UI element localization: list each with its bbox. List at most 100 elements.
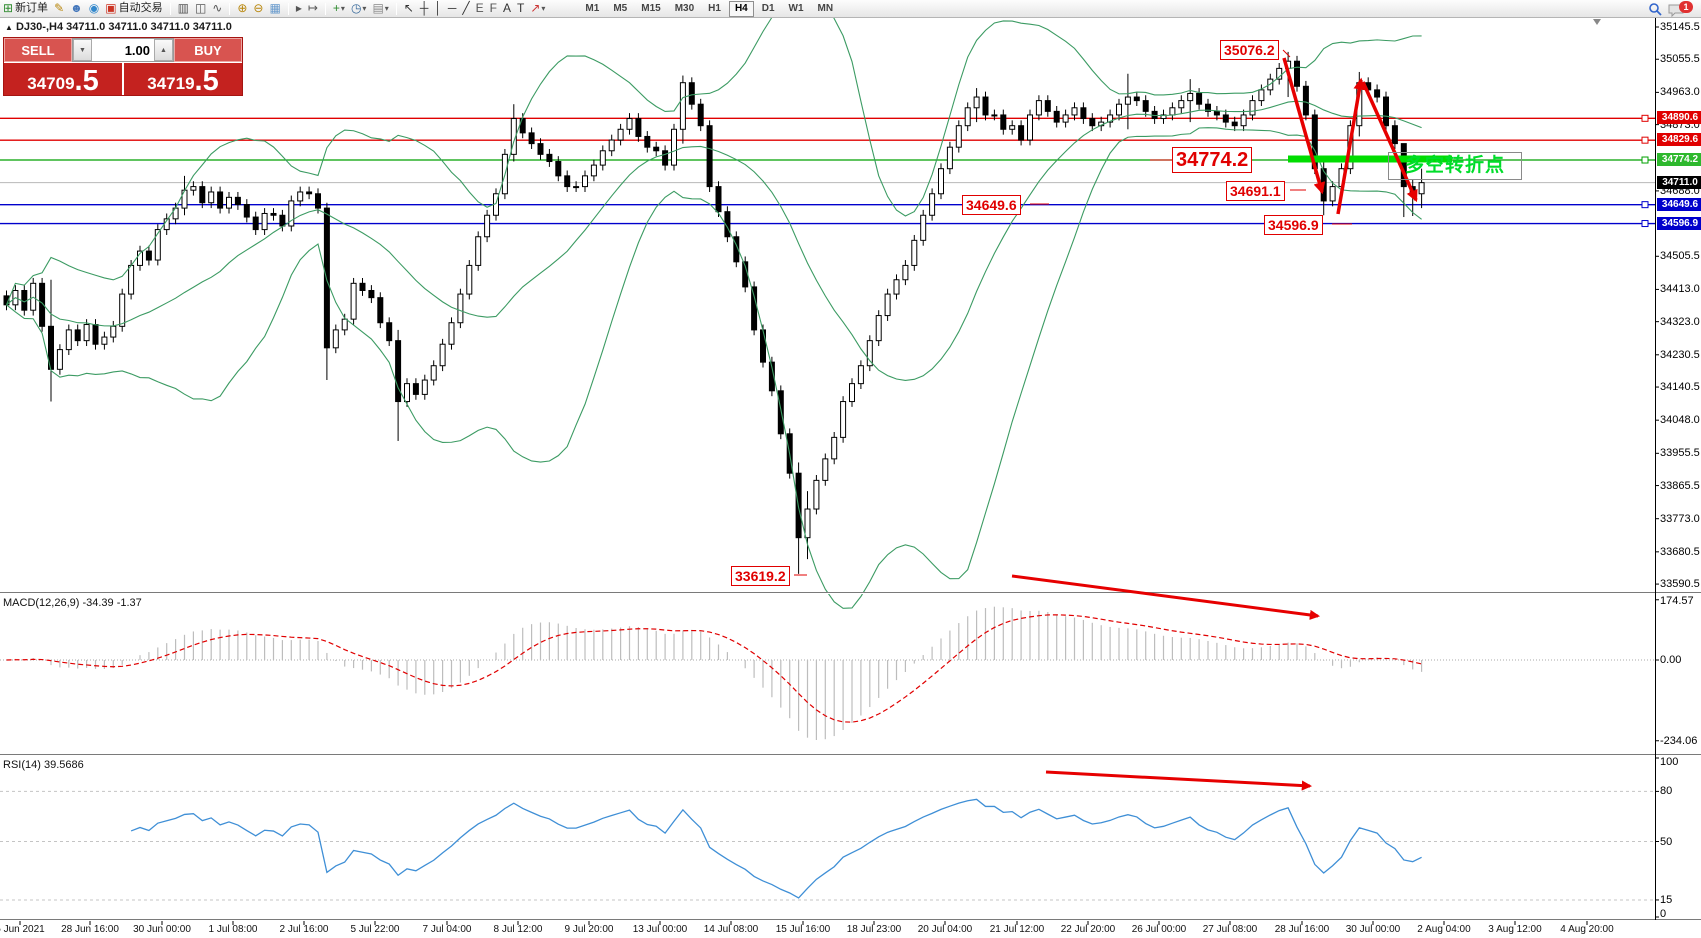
auto-trading-icon[interactable]: ▣ 自动交易 [102,1,165,16]
candle-body [608,139,615,152]
volume-down-button[interactable]: ▼ [73,39,92,61]
candle-body [938,168,944,195]
trendline-icon[interactable]: ╱ [459,1,472,16]
template-icon[interactable]: ▤ ▾ [369,1,391,16]
macd-trend-arrow[interactable] [1011,574,1321,620]
candle-body [341,318,348,331]
zoom-in-icon[interactable]: ⊕ [234,1,250,16]
auto-scroll-icon[interactable]: ▸ [293,1,305,16]
trend-arrow[interactable] [1336,77,1366,215]
timeframe-w1[interactable]: W1 [788,2,804,14]
level-line-handle[interactable] [1641,220,1649,228]
timeframe-m15[interactable]: M15 [641,2,661,14]
candle-body [849,383,855,403]
price-annotation-label[interactable]: 34596.9 [1264,215,1323,235]
vline-icon[interactable]: │ [431,1,445,16]
price-annotation-label[interactable]: 34774.2 [1172,147,1253,173]
buy-button[interactable]: BUY [174,38,242,62]
candle-body [448,322,455,345]
line-chart-icon[interactable]: ∿ [209,1,225,16]
sell-price[interactable]: 34709 .5 [4,63,122,96]
text-label-icon[interactable]: T [514,1,527,16]
chart-shift-marker-icon[interactable] [1593,19,1601,25]
candle-body [1053,110,1060,123]
new-order-icon[interactable]: ⊞ 新订单 [0,1,51,16]
toolbar-separator [287,3,289,15]
timeframe-m5[interactable]: M5 [613,2,628,14]
candle-body [804,508,811,539]
candle-body [1018,125,1025,141]
period-icon[interactable]: ◷ ▾ [348,1,370,16]
brush-icon: ✎ [54,1,65,15]
tile-windows-icon[interactable]: ▦ [266,1,283,16]
search-icon[interactable] [1645,1,1665,16]
candle-body [1231,121,1238,127]
candle-body [368,289,375,299]
bar-chart-icon[interactable]: ▥ [175,1,192,16]
notification-badge[interactable]: 1 [1679,0,1693,13]
timeframe-m30[interactable]: M30 [674,2,695,14]
buy-price[interactable]: 34719 .5 [122,63,242,96]
text-icon[interactable]: A [500,1,514,16]
zoom-out-icon[interactable]: ⊖ [250,1,266,16]
new-order-icon-label: 新订单 [15,2,49,14]
candle-body [1142,100,1149,112]
chevron-down-icon[interactable]: ▾ [384,4,389,13]
candle-body [564,175,571,188]
sell-button[interactable]: SELL [4,38,72,62]
equidistant-channel-icon[interactable]: E [473,1,487,16]
indicators-icon[interactable]: + ▾ [330,1,348,16]
chevron-down-icon[interactable]: ▾ [541,4,546,13]
chart-shift-icon: ↦ [307,1,318,15]
candle-chart-icon[interactable]: ◫ [192,1,209,16]
candle-body [884,293,891,317]
profile-icon[interactable]: ☻ [67,1,86,16]
price-annotation-label[interactable]: 34649.6 [962,195,1021,215]
price-annotation-label[interactable]: 34691.1 [1226,181,1285,201]
fibonacci-icon[interactable]: F [487,1,500,16]
toolbar-separator [395,3,397,15]
crosshair-icon[interactable]: ┼ [417,1,432,16]
trend-arrow[interactable] [1361,81,1418,203]
candle-body [1089,118,1096,127]
volume-up-button[interactable]: ▲ [154,39,173,61]
arrows-icon[interactable]: ↗ ▾ [527,1,548,16]
chat-icon[interactable]: 1 [1665,0,1695,17]
timeframe-mn[interactable]: MN [817,2,834,14]
brush-icon[interactable]: ✎ [51,1,67,16]
cursor-icon[interactable]: ↖ [401,1,417,16]
level-line-handle[interactable] [1641,201,1649,209]
price-annotation-label[interactable]: 33619.2 [731,566,790,586]
candle-chart-icon: ◫ [194,1,207,15]
level-line-handle[interactable] [1641,156,1649,164]
chevron-down-icon[interactable]: ▾ [340,4,345,13]
candle-body [875,315,882,342]
volume-input[interactable]: 1.00 [92,39,154,61]
timeframe-h1[interactable]: H1 [708,2,721,14]
timeframe-m1[interactable]: M1 [585,2,600,14]
candle-body [1294,60,1300,87]
signal-icon[interactable]: ◉ [86,1,102,16]
timeframe-h4[interactable]: H4 [728,0,754,17]
collapse-arrow-icon[interactable]: ▲ [5,23,13,32]
level-line-handle[interactable] [1641,114,1649,122]
rsi-title: RSI(14) 39.5686 [3,759,84,771]
candle-body [350,282,357,320]
rsi-trend-arrow[interactable] [1045,770,1313,791]
turning-point-label[interactable]: 多空转折点 [1388,152,1522,180]
price-annotation-label[interactable]: 35076.2 [1220,40,1279,60]
chevron-down-icon[interactable]: ▾ [362,4,367,13]
timeframe-d1[interactable]: D1 [761,2,775,14]
level-line-handle[interactable] [1641,136,1649,144]
trade-widget-prices: 34709 .5 34719 .5 [4,63,242,96]
candle-body [386,322,393,342]
candle-body [813,479,820,510]
hline-icon[interactable]: ─ [445,1,460,16]
candle-body [671,128,677,166]
trend-arrow[interactable] [1282,57,1326,195]
chart-shift-icon[interactable]: ↦ [305,1,321,16]
candlestick-series [3,51,1425,574]
candle-body [644,135,651,148]
cursor-icon: ↖ [403,1,414,15]
